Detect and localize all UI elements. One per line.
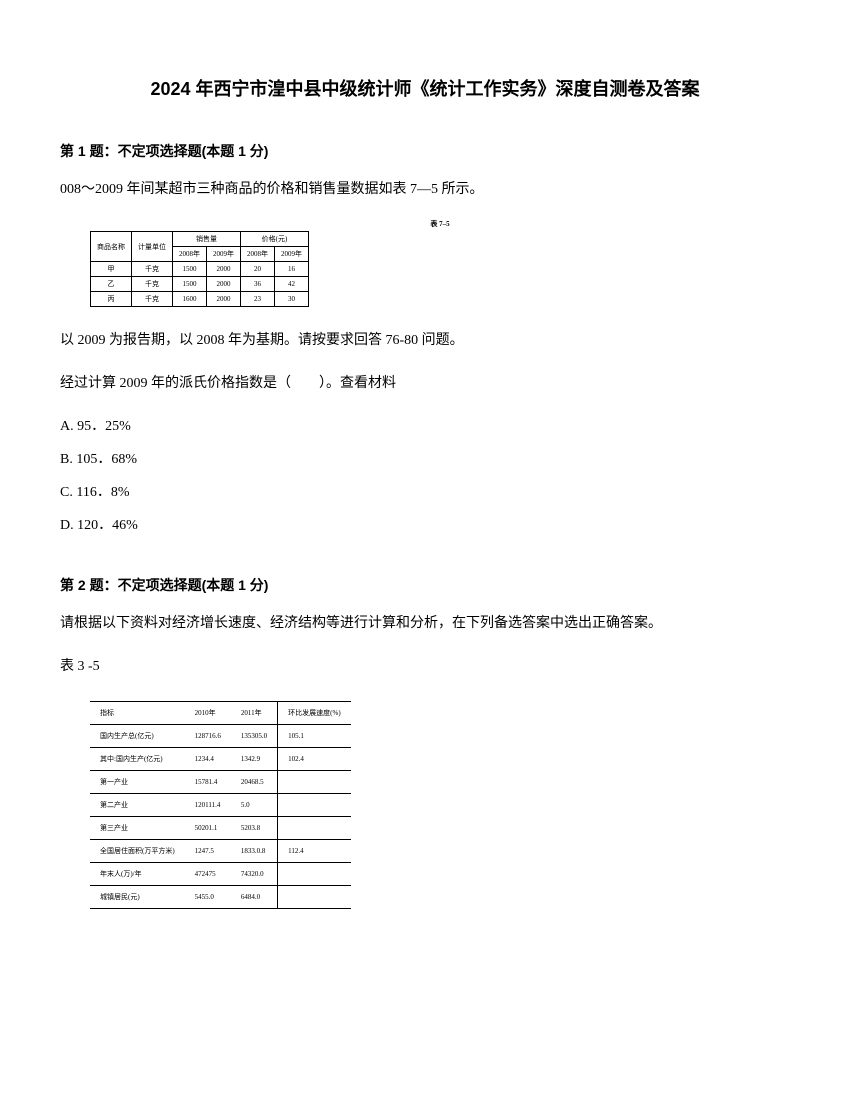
q1-body3: 经过计算 2009 年的派氏价格指数是（ ）。查看材料 [60, 370, 790, 398]
table-cell: 2000 [207, 292, 241, 307]
table-cell: 第三产业 [90, 817, 185, 840]
table-cell: 15781.4 [185, 771, 231, 794]
table-cell: 丙 [91, 292, 132, 307]
table-cell: 2011年 [231, 702, 278, 725]
table-cell [278, 863, 351, 886]
question-1: 第 1 题：不定项选择题(本题 1 分) 008～2009 年间某超市三种商品的… [60, 141, 790, 540]
table-cell: 112.4 [278, 840, 351, 863]
q2-table-container: 指标 2010年 2011年 环比发展速度(%) 国内生产总(亿元) 12871… [90, 701, 790, 909]
table-cell: 42 [275, 277, 309, 292]
table-cell: 价格(元) [241, 232, 309, 247]
table-cell: 36 [241, 277, 275, 292]
table-cell [278, 771, 351, 794]
q1-option-b: B. 105．68% [60, 446, 790, 474]
table-cell: 120111.4 [185, 794, 231, 817]
table-cell: 1234.4 [185, 748, 231, 771]
table-cell: 2010年 [185, 702, 231, 725]
table-cell: 1500 [173, 277, 207, 292]
table-cell: 国内生产总(亿元) [90, 725, 185, 748]
table-row: 年末人(万)/年 472475 74320.0 [90, 863, 351, 886]
table-cell: 20468.5 [231, 771, 278, 794]
q1-body2: 以 2009 为报告期，以 2008 年为基期。请按要求回答 76-80 问题。 [60, 327, 790, 355]
table-cell: 环比发展速度(%) [278, 702, 351, 725]
table-cell: 2008年 [173, 247, 207, 262]
table-row: 国内生产总(亿元) 128716.6 135305.0 105.1 [90, 725, 351, 748]
table-cell [278, 886, 351, 909]
table-cell: 1247.5 [185, 840, 231, 863]
table-row: 第一产业 15781.4 20468.5 [90, 771, 351, 794]
table-row: 甲 千克 1500 2000 20 16 [91, 262, 309, 277]
table-cell: 6484.0 [231, 886, 278, 909]
q2-table: 指标 2010年 2011年 环比发展速度(%) 国内生产总(亿元) 12871… [90, 701, 351, 909]
table-cell: 2000 [207, 277, 241, 292]
table-cell: 销售量 [173, 232, 241, 247]
table-cell: 千克 [132, 292, 173, 307]
table-cell: 其中:国内生产(亿元) [90, 748, 185, 771]
table-cell: 城镇居民(元) [90, 886, 185, 909]
table-cell: 20 [241, 262, 275, 277]
table-cell: 1833.0.8 [231, 840, 278, 863]
table-row: 第三产业 50201.1 5203.8 [90, 817, 351, 840]
table-cell: 30 [275, 292, 309, 307]
q1-table: 商品名称 计量单位 销售量 价格(元) 2008年 2009年 2008年 20… [90, 231, 309, 307]
table-row: 商品名称 计量单位 销售量 价格(元) [91, 232, 309, 247]
table-cell: 2009年 [207, 247, 241, 262]
q1-table-caption: 表 7–5 [90, 219, 790, 229]
table-cell: 千克 [132, 277, 173, 292]
table-cell: 5203.8 [231, 817, 278, 840]
table-row: 丙 千克 1600 2000 23 30 [91, 292, 309, 307]
table-row: 其中:国内生产(亿元) 1234.4 1342.9 102.4 [90, 748, 351, 771]
table-cell: 23 [241, 292, 275, 307]
table-cell: 50201.1 [185, 817, 231, 840]
table-cell: 1342.9 [231, 748, 278, 771]
q1-option-a: A. 95．25% [60, 413, 790, 441]
table-cell: 1500 [173, 262, 207, 277]
table-cell: 计量单位 [132, 232, 173, 262]
table-cell: 第一产业 [90, 771, 185, 794]
table-cell: 102.4 [278, 748, 351, 771]
table-cell: 第二产业 [90, 794, 185, 817]
q1-option-c: C. 116．8% [60, 479, 790, 507]
table-cell: 商品名称 [91, 232, 132, 262]
table-cell: 乙 [91, 277, 132, 292]
table-cell: 年末人(万)/年 [90, 863, 185, 886]
q1-options: A. 95．25% B. 105．68% C. 116．8% D. 120．46… [60, 413, 790, 540]
table-cell: 指标 [90, 702, 185, 725]
question-2: 第 2 题：不定项选择题(本题 1 分) 请根据以下资料对经济增长速度、经济结构… [60, 575, 790, 909]
table-cell: 全国居住面积(万平方米) [90, 840, 185, 863]
table-cell [278, 794, 351, 817]
table-row: 城镇居民(元) 5455.0 6484.0 [90, 886, 351, 909]
table-cell: 105.1 [278, 725, 351, 748]
table-cell: 472475 [185, 863, 231, 886]
table-cell: 16 [275, 262, 309, 277]
q1-option-d: D. 120．46% [60, 512, 790, 540]
table-cell: 甲 [91, 262, 132, 277]
table-cell: 74320.0 [231, 863, 278, 886]
table-cell: 2009年 [275, 247, 309, 262]
q2-body: 请根据以下资料对经济增长速度、经济结构等进行计算和分析，在下列备选答案中选出正确… [60, 610, 790, 638]
q1-table-container: 表 7–5 商品名称 计量单位 销售量 价格(元) 2008年 2009年 20… [90, 219, 790, 307]
table-cell: 5.0 [231, 794, 278, 817]
table-cell: 2008年 [241, 247, 275, 262]
table-row: 指标 2010年 2011年 环比发展速度(%) [90, 702, 351, 725]
table-cell: 128716.6 [185, 725, 231, 748]
q2-header: 第 2 题：不定项选择题(本题 1 分) [60, 575, 790, 595]
q2-body2: 表 3 -5 [60, 653, 790, 681]
table-row: 全国居住面积(万平方米) 1247.5 1833.0.8 112.4 [90, 840, 351, 863]
page-title: 2024 年西宁市湟中县中级统计师《统计工作实务》深度自测卷及答案 [60, 75, 790, 101]
table-cell: 135305.0 [231, 725, 278, 748]
table-cell [278, 817, 351, 840]
table-cell: 千克 [132, 262, 173, 277]
table-cell: 5455.0 [185, 886, 231, 909]
q1-body: 008～2009 年间某超市三种商品的价格和销售量数据如表 7—5 所示。 [60, 176, 790, 204]
table-row: 第二产业 120111.4 5.0 [90, 794, 351, 817]
table-row: 乙 千克 1500 2000 36 42 [91, 277, 309, 292]
q1-header: 第 1 题：不定项选择题(本题 1 分) [60, 141, 790, 161]
table-cell: 1600 [173, 292, 207, 307]
table-cell: 2000 [207, 262, 241, 277]
